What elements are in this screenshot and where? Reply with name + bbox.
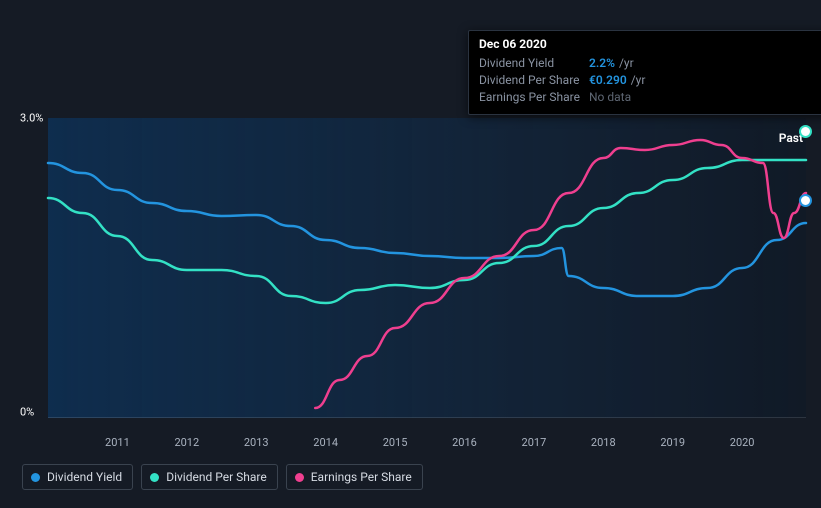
x-tick: 2020 <box>730 436 755 449</box>
tooltip-date: Dec 06 2020 <box>479 37 819 51</box>
legend-label: Dividend Per Share <box>166 470 267 484</box>
x-tick: 2015 <box>383 436 408 449</box>
x-tick: 2014 <box>313 436 338 449</box>
x-tick: 2016 <box>452 436 477 449</box>
tooltip-row-label: Earnings Per Share <box>479 89 589 106</box>
series-end-dot-dps <box>799 125 812 138</box>
plot-area <box>48 118 806 418</box>
tooltip-row: Dividend Yield2.2%/yr <box>479 55 819 72</box>
tooltip-row: Earnings Per ShareNo data <box>479 89 819 106</box>
legend-item[interactable]: Dividend Yield <box>22 464 133 490</box>
legend-label: Earnings Per Share <box>311 470 412 484</box>
tooltip-row-value: €0.290/yr <box>589 72 645 89</box>
y-tick-min: 0% <box>20 406 34 419</box>
tooltip-row-value: No data <box>589 89 631 106</box>
tooltip-row-value: 2.2%/yr <box>589 55 634 72</box>
chart-tooltip: Dec 06 2020 Dividend Yield2.2%/yrDividen… <box>468 30 821 115</box>
series-dividend_per_share <box>48 160 806 303</box>
series-dividend_yield <box>48 163 806 296</box>
y-tick-max: 3.0% <box>20 112 43 125</box>
tooltip-row: Dividend Per Share€0.290/yr <box>479 72 819 89</box>
chart-legend: Dividend Yield Dividend Per Share Earnings… <box>22 464 423 490</box>
tooltip-row-label: Dividend Yield <box>479 55 589 72</box>
series-earnings_per_share <box>315 140 806 408</box>
x-tick: 2011 <box>105 436 130 449</box>
legend-item[interactable]: Dividend Per Share <box>141 464 278 490</box>
legend-swatch <box>295 473 304 482</box>
legend-swatch <box>150 473 159 482</box>
x-tick: 2013 <box>244 436 269 449</box>
chart-lines <box>48 118 806 418</box>
legend-label: Dividend Yield <box>47 470 122 484</box>
legend-swatch <box>31 473 40 482</box>
legend-item[interactable]: Earnings Per Share <box>286 464 423 490</box>
x-tick: 2012 <box>174 436 199 449</box>
tooltip-row-label: Dividend Per Share <box>479 72 589 89</box>
dividend-chart: 3.0% 0% 2011 2012 2013 2014 2015 2016 2017 2018… <box>0 0 821 508</box>
x-tick: 2017 <box>522 436 547 449</box>
series-end-dot-yield <box>799 194 812 207</box>
x-tick: 2018 <box>591 436 616 449</box>
tooltip-rows: Dividend Yield2.2%/yrDividend Per Share€… <box>479 55 819 106</box>
x-tick: 2019 <box>660 436 685 449</box>
